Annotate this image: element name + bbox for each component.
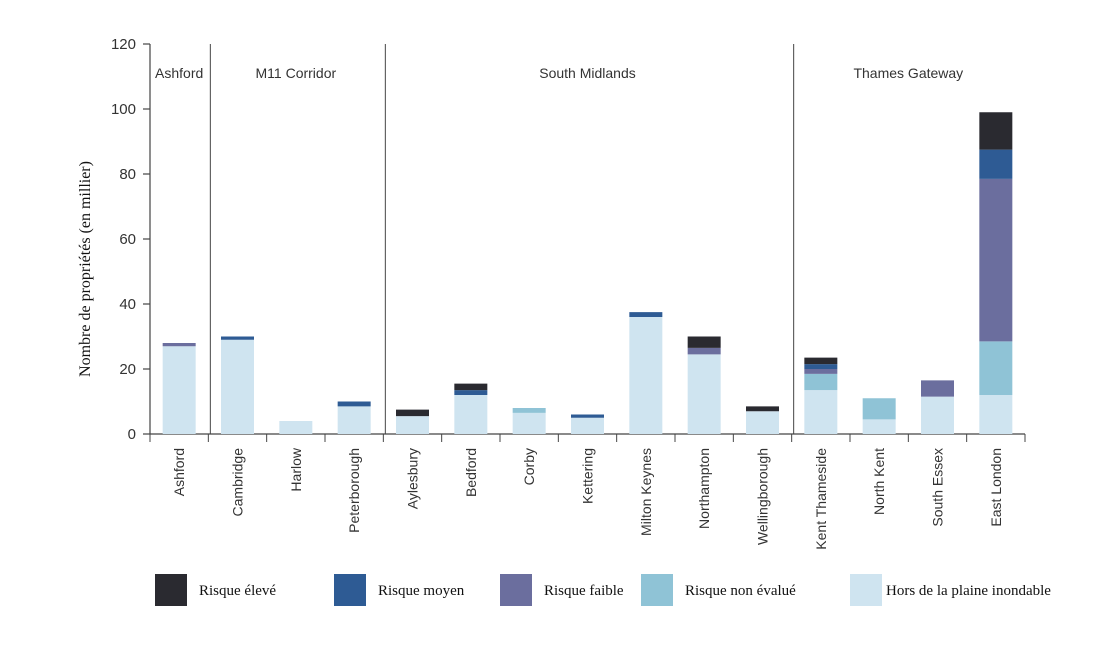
bar-segment — [979, 178, 1013, 342]
bar-segment — [921, 380, 954, 397]
bar-segment — [571, 414, 604, 418]
bar-segment — [804, 357, 838, 365]
y-tick-label: 60 — [119, 231, 136, 248]
y-axis-label: Nombre de propriétés (en millier) — [77, 161, 94, 377]
bar-segment — [337, 401, 371, 407]
x-tick-label: Kent Thameside — [813, 448, 829, 550]
bar-segment — [221, 339, 254, 434]
group-label: Ashford — [155, 65, 203, 81]
bar-segment — [221, 336, 254, 340]
bar-segment — [746, 406, 779, 412]
x-tick-label: Harlow — [288, 447, 304, 491]
legend-swatch — [334, 574, 366, 606]
legend-swatch — [500, 574, 532, 606]
bar-segment — [629, 312, 663, 317]
bar-segment — [337, 406, 371, 434]
bar-segment — [687, 336, 721, 348]
legend-swatch — [155, 574, 187, 606]
y-tick-label: 20 — [119, 361, 136, 378]
x-tick-label: Corby — [521, 448, 537, 485]
y-tick-label: 0 — [128, 426, 136, 443]
bar-segment — [512, 408, 546, 413]
x-tick-label: Kettering — [580, 448, 596, 504]
bar-segment — [979, 149, 1013, 179]
group-label: Thames Gateway — [853, 65, 963, 81]
bar-segment — [979, 112, 1013, 150]
bar-segment — [629, 317, 663, 434]
y-tick-label: 80 — [119, 166, 136, 183]
x-tick-label: East London — [988, 448, 1004, 527]
bar-segment — [162, 346, 196, 434]
bar-segment — [804, 369, 838, 374]
bar-segment — [804, 364, 838, 369]
x-tick-label: Wellingborough — [755, 448, 771, 545]
x-tick-label: Ashford — [171, 448, 187, 496]
y-tick-label: 40 — [119, 296, 136, 313]
bar-segment — [804, 390, 838, 434]
bar-segment — [571, 417, 604, 434]
y-tick-label: 100 — [111, 101, 136, 118]
y-tick-label: 120 — [111, 36, 136, 53]
bar-segment — [279, 421, 313, 434]
bar-segment — [687, 354, 721, 434]
legend-swatch — [641, 574, 673, 606]
bar-segment — [396, 416, 429, 434]
bar-segment — [979, 341, 1013, 395]
x-tick-label: Cambridge — [230, 448, 246, 517]
bar-segment — [862, 398, 896, 420]
x-tick-label: North Kent — [871, 448, 887, 515]
legend-label: Risque moyen — [378, 583, 465, 599]
bar-segment — [687, 347, 721, 355]
legend-label: Risque non évalué — [685, 583, 796, 599]
x-tick-label: Peterborough — [346, 448, 362, 533]
bar-segment — [804, 373, 838, 391]
legend-label: Risque faible — [544, 583, 624, 599]
legend-swatch — [850, 574, 882, 606]
bar-segment — [454, 395, 488, 434]
bar-segment — [454, 383, 488, 391]
bar-segment — [396, 409, 429, 417]
group-label: South Midlands — [539, 65, 636, 81]
bar-segment — [862, 419, 896, 434]
group-label: M11 Corridor — [256, 65, 337, 81]
x-tick-label: South Essex — [930, 448, 946, 527]
bar-segment — [746, 411, 779, 434]
x-tick-label: Bedford — [463, 448, 479, 497]
bar-segment — [979, 395, 1013, 434]
legend-label: Risque élevé — [199, 583, 276, 599]
x-tick-label: Northampton — [696, 448, 712, 529]
x-tick-label: Aylesbury — [405, 448, 421, 509]
legend-label: Hors de la plaine inondable — [886, 583, 1051, 599]
bar-segment — [921, 396, 954, 434]
bar-segment — [454, 390, 488, 395]
x-tick-label: Milton Keynes — [638, 448, 654, 536]
bar-segment — [162, 343, 196, 347]
bar-segment — [512, 412, 546, 434]
